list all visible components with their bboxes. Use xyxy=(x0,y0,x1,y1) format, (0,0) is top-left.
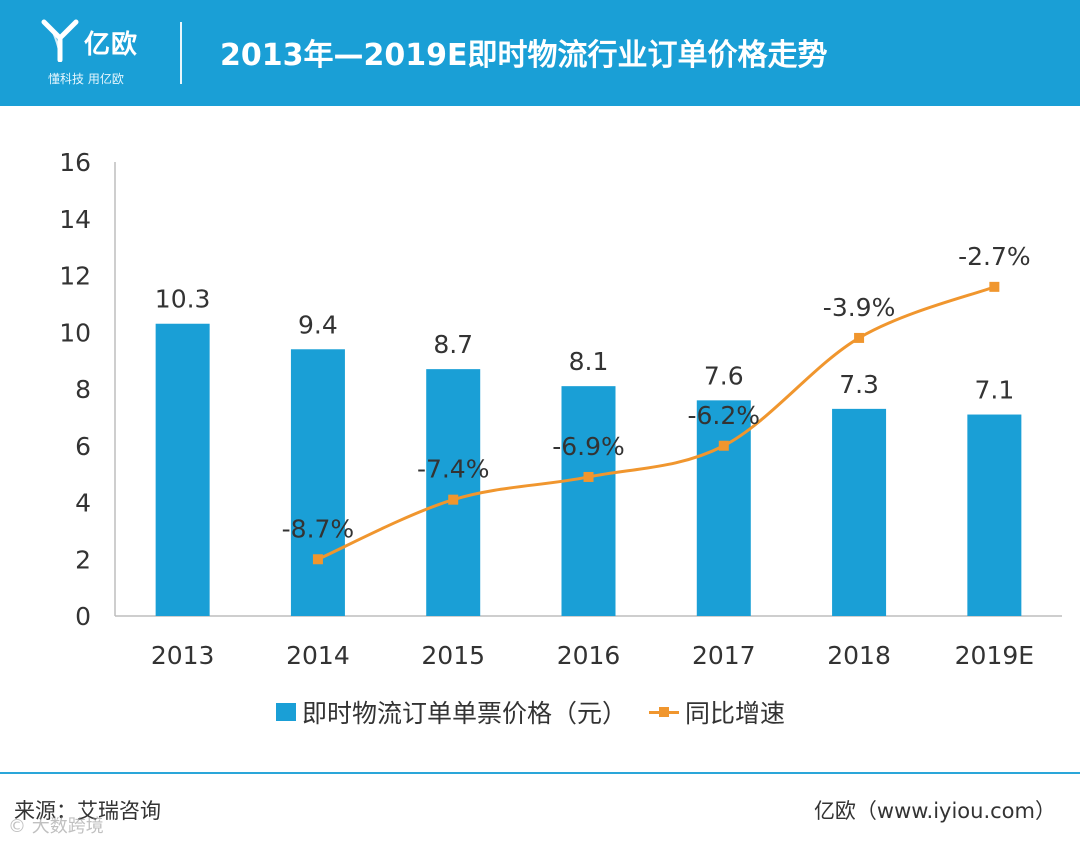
growth-label: -7.4% xyxy=(417,455,490,484)
bar xyxy=(832,408,887,616)
credit-note: 亿欧（www.iyiou.com） xyxy=(813,799,1056,823)
y-tick-label: 12 xyxy=(59,262,91,291)
legend-line-swatch xyxy=(649,703,680,721)
x-tick-label: 2018 xyxy=(827,641,891,670)
legend-label-growth: 同比增速 xyxy=(685,699,786,728)
logo-name: 亿欧 xyxy=(84,30,139,60)
bar-value-label: 8.1 xyxy=(569,347,609,376)
page-title: 2013年—2019E即时物流行业订单价格走势 xyxy=(220,38,828,73)
y-tick-label: 16 xyxy=(59,148,91,177)
x-tick-label: 2013 xyxy=(151,641,215,670)
chart-legend: 即时物流订单单票价格（元） 同比增速 xyxy=(276,695,785,729)
x-tick-label: 2017 xyxy=(692,641,756,670)
growth-point xyxy=(989,281,1000,292)
y-tick-label: 0 xyxy=(75,602,91,631)
y-tick-label: 2 xyxy=(75,545,91,574)
y-tick-label: 14 xyxy=(59,205,91,234)
legend-bar-swatch xyxy=(276,703,296,721)
bar-value-label: 10.3 xyxy=(155,285,211,314)
x-tick-label: 2015 xyxy=(421,641,485,670)
bar xyxy=(561,386,616,616)
x-tick-label: 2019E xyxy=(955,641,1034,670)
bar-value-label: 8.7 xyxy=(433,330,473,359)
growth-label: -8.7% xyxy=(282,514,355,543)
growth-label: -3.9% xyxy=(823,293,896,322)
y-tick-label: 8 xyxy=(75,375,91,404)
y-tick-label: 6 xyxy=(75,432,91,461)
legend-item-price: 即时物流订单单票价格（元） xyxy=(276,694,627,730)
bar xyxy=(426,369,481,616)
growth-point xyxy=(312,554,323,565)
growth-point xyxy=(583,471,594,482)
header-divider xyxy=(180,22,182,84)
y-tick-label: 10 xyxy=(59,318,91,347)
bar-value-label: 9.4 xyxy=(298,310,338,339)
footer-divider xyxy=(0,772,1080,774)
logo-slogan: 懂科技 用亿欧 xyxy=(48,72,124,86)
legend-item-growth: 同比增速 xyxy=(627,694,785,730)
logo-y-icon xyxy=(41,19,79,62)
yiou-logo: 亿欧 懂科技 用亿欧 xyxy=(40,18,160,90)
combo-chart: 0 2 4 6 8 10 12 14 16 10.3 9.4 8.7 8.1 7.6 7.3 7.1 2013 2… xyxy=(59,148,1062,670)
bar-value-label: 7.1 xyxy=(974,376,1014,405)
source-note: 来源：艾瑞咨询 xyxy=(14,799,161,823)
x-tick-label: 2016 xyxy=(557,641,621,670)
watermark: © 大数跨境 xyxy=(8,816,104,837)
bar-value-label: 7.3 xyxy=(839,370,879,399)
y-tick-label: 4 xyxy=(75,489,91,518)
header-banner: 亿欧 懂科技 用亿欧 2013年—2019E即时物流行业订单价格走势 xyxy=(0,0,1080,106)
x-tick-label: 2014 xyxy=(286,641,350,670)
growth-label: -2.7% xyxy=(958,242,1031,271)
legend-label-price: 即时物流订单单票价格（元） xyxy=(302,699,628,728)
growth-point xyxy=(854,332,865,343)
bar xyxy=(290,349,345,616)
bar xyxy=(967,414,1022,616)
growth-point xyxy=(718,440,729,451)
growth-line xyxy=(317,285,995,561)
bar-value-label: 7.6 xyxy=(704,361,744,390)
growth-point xyxy=(448,494,459,505)
bar xyxy=(155,323,210,616)
growth-label: -6.9% xyxy=(552,432,625,461)
growth-label: -6.2% xyxy=(688,401,761,430)
